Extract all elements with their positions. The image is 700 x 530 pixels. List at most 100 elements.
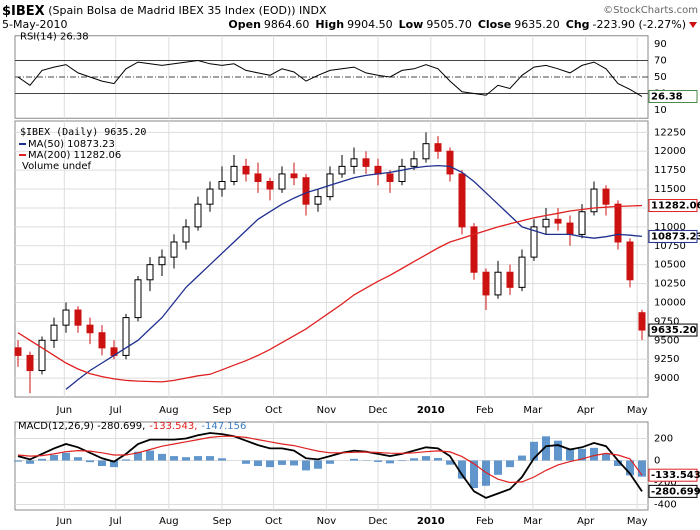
candle-body [350, 158, 358, 167]
histogram-bar [38, 458, 46, 461]
candle-body [254, 173, 262, 182]
value-tag [648, 484, 698, 498]
candle-body [590, 188, 598, 213]
candle-body [182, 226, 190, 243]
candle-body [302, 177, 310, 205]
histogram-bar [350, 458, 358, 461]
y-tick-label: 0 [654, 456, 660, 467]
legend-note: Volume undef [22, 161, 92, 172]
x-tick-label: Aug [159, 516, 179, 527]
stat-label: High [315, 18, 344, 31]
stat-value: -223.90 (-2.27%) [593, 18, 686, 31]
candle-body [74, 309, 82, 326]
y-tick-label: 11750 [654, 165, 686, 176]
rsi-line [17, 59, 643, 97]
candle-body [566, 222, 574, 235]
panel-frame [14, 120, 649, 398]
x-tick-label: Mar [523, 516, 543, 527]
candle-body [98, 332, 106, 349]
candle-body [218, 180, 226, 190]
stats: Open 9864.60 High 9904.50 Low 9505.70 Close 963… [228, 18, 686, 31]
histogram-bar [146, 450, 154, 461]
candle-body [14, 347, 22, 356]
candle-body [290, 173, 298, 179]
candle-body [170, 241, 178, 258]
candle-body [314, 196, 322, 205]
candle-body [50, 324, 58, 341]
value-tag [648, 468, 698, 482]
candle-body [242, 165, 250, 175]
candle-body [434, 143, 442, 152]
histogram-bar [626, 460, 634, 476]
histogram-bar [314, 460, 322, 469]
candle-body [158, 256, 166, 266]
histogram-bar [206, 456, 214, 461]
candle-body [506, 271, 514, 288]
candle-body [134, 279, 142, 319]
histogram-bar [134, 451, 142, 461]
macd-line [17, 435, 643, 484]
legend-entry: -147.156 [201, 421, 246, 432]
y-tick-label: 10750 [654, 241, 686, 252]
y-tick-label: 9250 [654, 354, 679, 365]
y-tick-label: 11000 [654, 222, 686, 233]
histogram-bar [98, 460, 106, 466]
candle-body [86, 324, 94, 334]
y-tick-label: 9500 [654, 335, 679, 346]
candle-body [614, 203, 622, 243]
histogram-bar [578, 448, 586, 461]
stat-value: 9635.20 [514, 18, 560, 31]
candle-body [518, 256, 526, 288]
x-tick-label: May [627, 516, 648, 527]
y-tick-label: 9000 [654, 373, 679, 384]
panel-frame [14, 421, 649, 511]
candle-body [458, 173, 466, 228]
histogram-bar [590, 447, 598, 461]
candle-body [542, 218, 550, 228]
histogram-bar [278, 460, 286, 465]
y-tick-label: 10500 [654, 260, 686, 271]
histogram-bar [506, 460, 514, 468]
legend-entry: MACD(12,26,9) -280.699, [18, 421, 145, 432]
legend-entry: -133.543, [149, 421, 197, 432]
y-tick-label: 11500 [654, 184, 686, 195]
stat-value: 9505.70 [426, 18, 472, 31]
date: 5-May-2010 [2, 18, 67, 31]
candle-body [446, 150, 454, 175]
histogram-bar [638, 460, 646, 477]
value-tag-label: 11282.06 [651, 201, 700, 212]
histogram-bar [386, 460, 394, 464]
x-tick-label: Dec [368, 405, 387, 416]
candle-body [494, 271, 502, 296]
macd-line [17, 432, 643, 499]
value-tag-label: -133.543 [651, 470, 700, 481]
copyright: ©StockCharts.com [603, 5, 698, 16]
stat-value: 9864.60 [264, 18, 310, 31]
x-tick-label: Nov [317, 405, 337, 416]
candle-body [122, 317, 130, 356]
stat-label: Low [399, 18, 424, 31]
ma-line [65, 164, 643, 390]
histogram-bar [14, 460, 22, 462]
y-tick-label: 10250 [654, 279, 686, 290]
histogram-bar [422, 456, 430, 461]
y-tick-label: 12250 [654, 127, 686, 138]
value-tag-label: 26.38 [651, 91, 683, 102]
x-tick-label: Oct [265, 516, 282, 527]
histogram-bar [494, 460, 502, 475]
x-tick-label: Sep [213, 405, 232, 416]
candle-body [470, 226, 478, 273]
down-arrow [689, 22, 697, 28]
y-tick-label: 90 [654, 39, 667, 50]
x-tick-label: Aug [159, 405, 179, 416]
candle-body [206, 188, 214, 205]
index-name: (Spain Bolsa de Madrid IBEX 35 Index (EO… [48, 4, 295, 17]
y-tick-label: 12000 [654, 146, 686, 157]
candle-body [578, 211, 586, 235]
x-tick-label: Jul [109, 516, 122, 527]
candle-body [374, 165, 382, 175]
legend-main: $IBEX (Daily) 9635.20 [20, 127, 146, 138]
histogram-bar [242, 460, 250, 464]
y-tick-label: 9750 [654, 316, 679, 327]
